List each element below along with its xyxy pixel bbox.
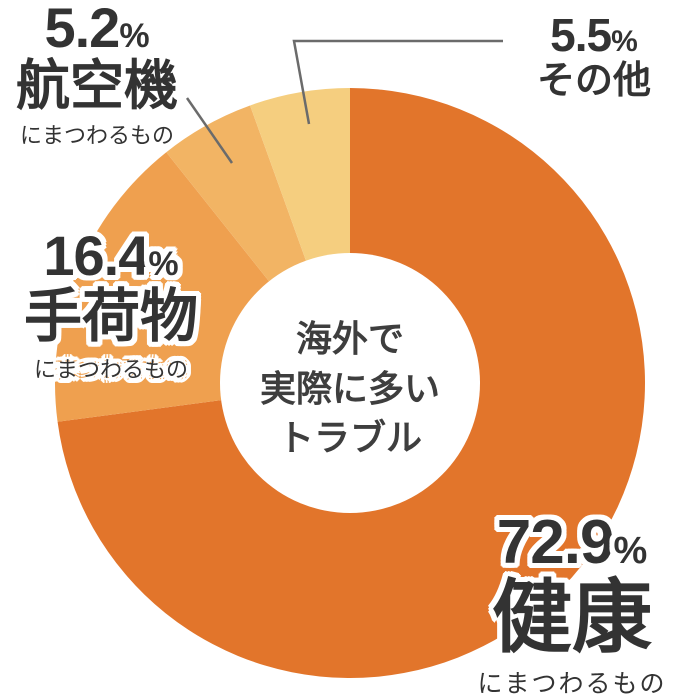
- label-health: 72.9% 健康 にまつわるもの: [458, 512, 686, 699]
- center-line-3: トラブル: [277, 417, 422, 459]
- health-name: 健康: [492, 573, 652, 662]
- health-suffix: にまつわるもの: [477, 670, 667, 698]
- other-percent: 5.5%: [514, 12, 674, 58]
- aircraft-percent-sign: %: [119, 17, 150, 55]
- health-percent-value: 72.9: [496, 508, 615, 577]
- leader-line-aircraft: [185, 97, 234, 164]
- baggage-suffix: にまつわるもの: [33, 356, 188, 382]
- donut-hole: [220, 253, 480, 513]
- center-line-1: 海外で: [295, 318, 404, 359]
- health-percent-sign: %: [613, 530, 648, 572]
- center-line-2: 実際に多い: [259, 367, 440, 409]
- health-percent: 72.9%: [458, 512, 686, 574]
- other-percent-sign: %: [611, 25, 638, 58]
- baggage-name: 手荷物: [23, 284, 198, 349]
- other-name: その他: [536, 60, 651, 102]
- aircraft-suffix: にまつわるもの: [19, 122, 174, 148]
- aircraft-name: 航空機: [16, 56, 178, 116]
- donut-center-label: 海外で 実際に多い トラブル: [225, 314, 475, 463]
- aircraft-percent-value: 5.2: [44, 0, 120, 59]
- baggage-percent: 16.4%: [8, 228, 214, 284]
- label-aircraft: 5.2% 航空機 にまつわるもの: [2, 0, 192, 148]
- baggage-percent-sign: %: [148, 245, 179, 283]
- other-percent-value: 5.5: [550, 9, 612, 61]
- baggage-percent-value: 16.4: [43, 224, 149, 287]
- label-other: 5.5% その他: [514, 12, 674, 102]
- aircraft-percent: 5.2%: [2, 0, 192, 56]
- leader-line-other: [292, 39, 503, 125]
- label-baggage: 16.4% 手荷物 にまつわるもの: [8, 228, 214, 382]
